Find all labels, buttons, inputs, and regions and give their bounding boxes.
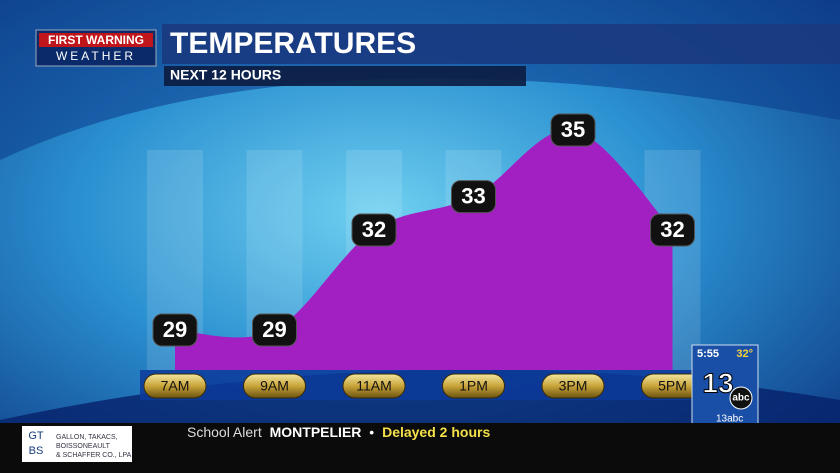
ticker-text: School Alert MONTPELIER • Delayed 2 hour… [187, 424, 490, 440]
bug-network: abc [732, 393, 750, 404]
value-pill [351, 213, 397, 247]
ticker-location: MONTPELIER [270, 424, 362, 440]
sponsor-logo: BS [29, 445, 44, 457]
sponsor-line: GALLON, TAKACS, [56, 434, 118, 441]
ticker-label: School Alert [187, 424, 262, 440]
subtitle-bar [164, 66, 526, 86]
x-tick-label: 1PM [459, 378, 488, 394]
value-pill [152, 313, 198, 347]
value-label: 33 [461, 183, 485, 208]
title-bar [162, 24, 840, 64]
ticker-bar [0, 423, 840, 473]
logo-line: WEATHER [56, 49, 136, 63]
time-pill [442, 373, 505, 399]
logo-line: FIRST WARNING [48, 33, 144, 47]
logo-band [39, 33, 153, 47]
bug-time: 5:55 [697, 348, 719, 360]
chart-title: TEMPERATURES [170, 27, 416, 60]
sponsor-box [22, 426, 132, 462]
bug-social: 13abc [716, 414, 743, 425]
bug-temperature: 32° [736, 348, 753, 360]
x-tick-label: 9AM [260, 378, 289, 394]
chart-subtitle: NEXT 12 HOURS [170, 67, 281, 83]
value-label: 32 [660, 217, 684, 242]
value-label: 29 [163, 317, 187, 342]
network-logo [729, 386, 753, 410]
time-pill [342, 373, 406, 399]
station-bug [691, 344, 759, 426]
ticker-status: Delayed 2 hours [382, 424, 490, 440]
x-tick-label: 7AM [161, 378, 190, 394]
time-pill [541, 373, 605, 399]
sponsor-line: BOISSONEAULT [56, 443, 111, 450]
x-tick-label: 5PM [658, 378, 687, 394]
sponsor-logo: GT [28, 430, 44, 442]
value-label: 32 [362, 217, 386, 242]
time-pill [243, 373, 306, 399]
value-label: 29 [262, 317, 286, 342]
temperature-area [175, 129, 673, 370]
time-pill [143, 373, 207, 399]
value-label: 35 [561, 117, 585, 142]
value-pill [451, 180, 496, 214]
x-tick-label: 3PM [559, 378, 588, 394]
x-tick-label: 11AM [356, 378, 392, 394]
value-pill [252, 313, 297, 347]
sponsor-line: & SCHAFFER CO., LPA [56, 452, 132, 459]
bug-channel: 13 [702, 367, 733, 398]
value-pill [650, 213, 695, 247]
ticker-separator: • [369, 424, 374, 440]
timeline-band [140, 370, 700, 400]
value-pill [550, 113, 596, 147]
